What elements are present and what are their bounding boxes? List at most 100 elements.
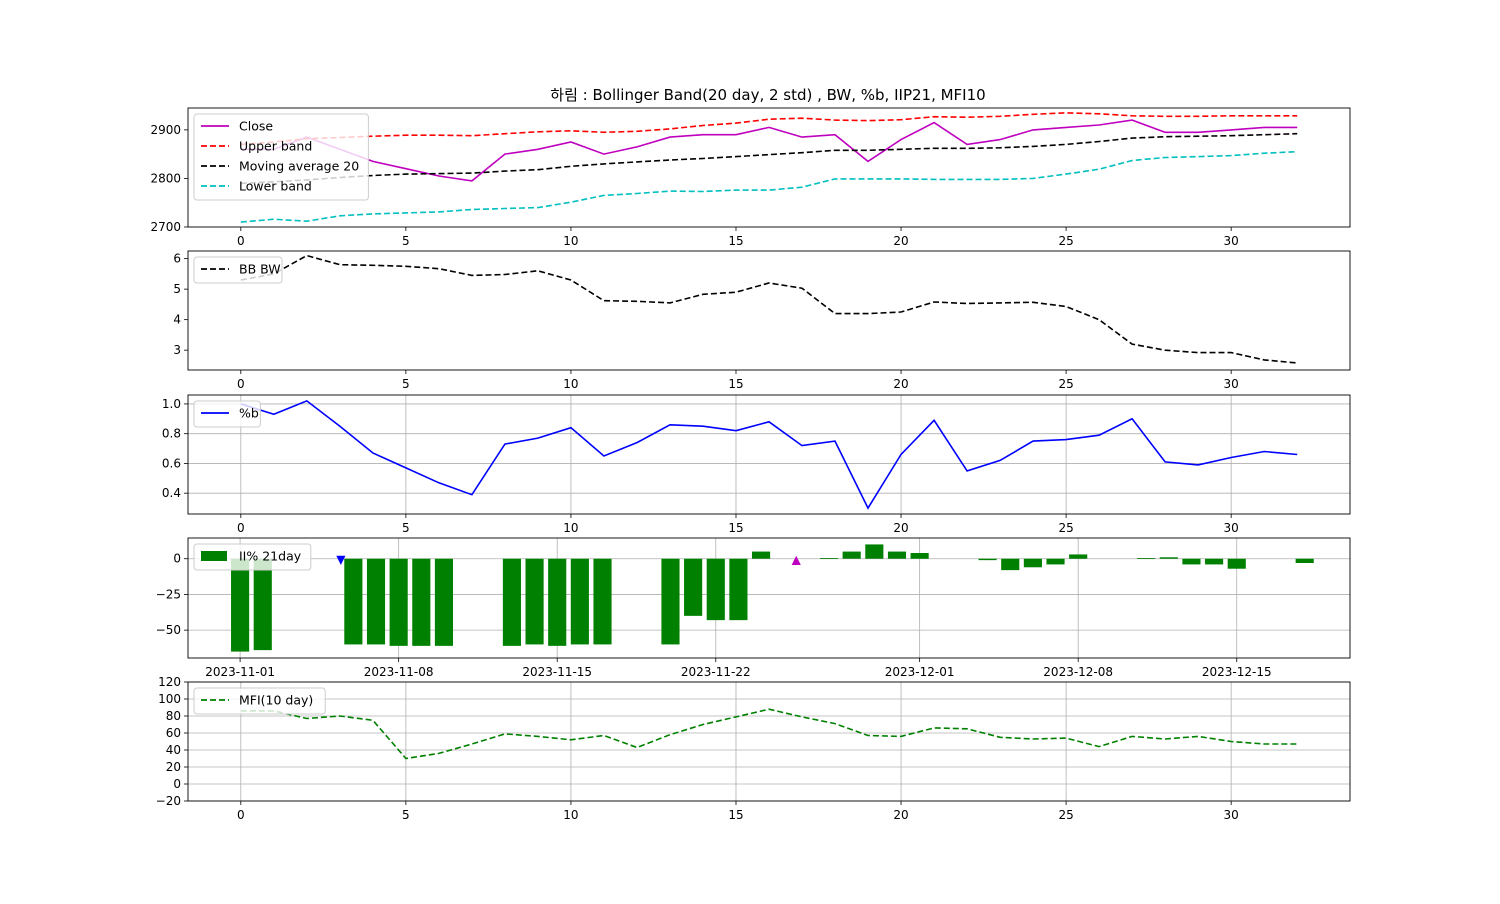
bar-2023-12-06 bbox=[1023, 558, 1042, 568]
bar-2023-11-21 bbox=[684, 558, 703, 616]
x-tick-label: 0 bbox=[237, 808, 245, 822]
bar-2023-12-05 bbox=[1001, 558, 1020, 571]
series-line--b bbox=[240, 399, 1298, 510]
x-tick-label: 2023-11-15 bbox=[522, 665, 592, 679]
legend-box bbox=[193, 687, 326, 715]
axes-frame bbox=[187, 250, 1351, 371]
plot-area bbox=[240, 708, 1298, 760]
y-tick-label: 120 bbox=[158, 675, 181, 689]
x-tick-label: 30 bbox=[1224, 377, 1239, 391]
x-tick-label: 2023-12-01 bbox=[885, 665, 955, 679]
x-tick-label: 15 bbox=[728, 234, 743, 248]
panel-iip21: 2023-11-01 2023-11-08 2023-11-15 2023-11-22… bbox=[156, 537, 1351, 679]
legend-label: Close bbox=[239, 119, 273, 134]
x-tick-label: 20 bbox=[893, 377, 908, 391]
bar-2023-12-08 bbox=[1069, 554, 1088, 559]
x-tick-label: 5 bbox=[402, 234, 410, 248]
x-tick-label: 20 bbox=[893, 234, 908, 248]
y-tick-label: −50 bbox=[156, 623, 181, 637]
bar-2023-12-13 bbox=[1182, 558, 1201, 565]
bar-2023-11-27 bbox=[819, 558, 839, 559]
panel-percent_b: 0 5 10 15 20 25 30 0.4 0.6 0.8 1.0 %b bbox=[162, 394, 1351, 535]
plot-area: ▼ ▲ bbox=[231, 544, 1314, 652]
legend-label: Lower band bbox=[239, 179, 312, 194]
x-tick-label: 30 bbox=[1224, 808, 1239, 822]
bar-2023-11-29 bbox=[865, 544, 884, 559]
legend: %b bbox=[193, 400, 261, 428]
legend-label: Moving average 20 bbox=[239, 159, 359, 174]
bar-2023-11-07 bbox=[366, 558, 386, 645]
chart-title: 하림 : Bollinger Band(20 day, 2 std) , BW,… bbox=[550, 86, 985, 104]
x-tick-label: 0 bbox=[237, 521, 245, 535]
bar-2023-11-10 bbox=[434, 558, 454, 646]
y-tick-label: 4 bbox=[173, 313, 181, 327]
x-tick-label: 10 bbox=[563, 808, 578, 822]
axes-frame bbox=[187, 537, 1351, 659]
x-tick-label: 2023-11-01 bbox=[205, 665, 275, 679]
axes-frame bbox=[187, 681, 1351, 802]
y-tick-label: 2900 bbox=[150, 123, 181, 137]
legend-label: BB BW bbox=[239, 262, 281, 277]
bar-2023-12-11 bbox=[1137, 558, 1156, 559]
panel-bandwidth: 0 5 10 15 20 25 30 3 4 5 6 BB BW bbox=[173, 250, 1351, 391]
plot-area bbox=[240, 399, 1298, 510]
x-tick-label: 10 bbox=[563, 377, 578, 391]
y-tick-label: 100 bbox=[158, 692, 181, 706]
series-line-mfi-10-day- bbox=[240, 708, 1298, 760]
series-line-lower-band bbox=[240, 150, 1298, 223]
bar-2023-11-14 bbox=[525, 558, 544, 645]
bar-2023-11-17 bbox=[593, 558, 612, 645]
x-tick-label: 2023-11-22 bbox=[681, 665, 751, 679]
y-tick-label: 0.8 bbox=[162, 427, 181, 441]
x-tick-label: 5 bbox=[402, 377, 410, 391]
buy-marker: ▼ bbox=[336, 553, 346, 567]
x-tick-label: 5 bbox=[402, 808, 410, 822]
x-tick-label: 25 bbox=[1058, 808, 1073, 822]
x-tick-label: 20 bbox=[893, 808, 908, 822]
bar-2023-11-01 bbox=[231, 558, 250, 652]
y-tick-label: −20 bbox=[156, 794, 181, 808]
legend-box bbox=[193, 400, 261, 428]
y-tick-label: 60 bbox=[166, 726, 181, 740]
plot-area bbox=[240, 254, 1298, 364]
y-tick-label: 40 bbox=[166, 743, 181, 757]
y-tick-label: 0 bbox=[173, 777, 181, 791]
bar-2023-11-28 bbox=[842, 551, 861, 559]
x-tick-label: 0 bbox=[237, 234, 245, 248]
x-tick-label: 20 bbox=[893, 521, 908, 535]
x-tick-label: 0 bbox=[237, 377, 245, 391]
y-tick-label: 5 bbox=[173, 282, 181, 296]
bar-2023-12-14 bbox=[1205, 558, 1224, 565]
sell-marker: ▲ bbox=[792, 553, 802, 567]
x-tick-label: 30 bbox=[1224, 234, 1239, 248]
x-tick-label: 30 bbox=[1224, 521, 1239, 535]
x-tick-label: 2023-12-08 bbox=[1043, 665, 1113, 679]
axes-frame bbox=[187, 394, 1351, 515]
panel-price_bands: 0 5 10 15 20 25 30 2700 2800 2900 Close Upper band M… bbox=[150, 107, 1351, 248]
y-tick-label: 3 bbox=[173, 343, 181, 357]
bar-2023-11-30 bbox=[887, 551, 907, 559]
bar-2023-11-23 bbox=[729, 558, 748, 621]
bar-2023-11-08 bbox=[389, 558, 408, 646]
x-tick-label: 10 bbox=[563, 521, 578, 535]
bar-2023-11-06 bbox=[344, 558, 363, 645]
bar-2023-12-04 bbox=[978, 558, 997, 561]
legend-box bbox=[193, 113, 369, 201]
bar-2023-11-09 bbox=[412, 558, 431, 646]
y-tick-label: −25 bbox=[156, 587, 181, 601]
y-tick-label: 1.0 bbox=[162, 397, 181, 411]
x-tick-label: 2023-11-08 bbox=[364, 665, 434, 679]
bar-2023-11-22 bbox=[706, 558, 725, 621]
legend-box bbox=[193, 543, 312, 571]
bar-2023-12-01 bbox=[910, 553, 929, 559]
legend-box bbox=[193, 256, 283, 284]
x-tick-label: 10 bbox=[563, 234, 578, 248]
legend: BB BW bbox=[193, 256, 283, 284]
y-tick-label: 2800 bbox=[150, 171, 181, 185]
bar-2023-12-15 bbox=[1227, 558, 1246, 569]
bar-2023-11-15 bbox=[548, 558, 567, 646]
bar-2023-11-20 bbox=[661, 558, 680, 645]
bar-2023-11-24 bbox=[752, 551, 771, 559]
y-tick-label: 2700 bbox=[150, 220, 181, 234]
